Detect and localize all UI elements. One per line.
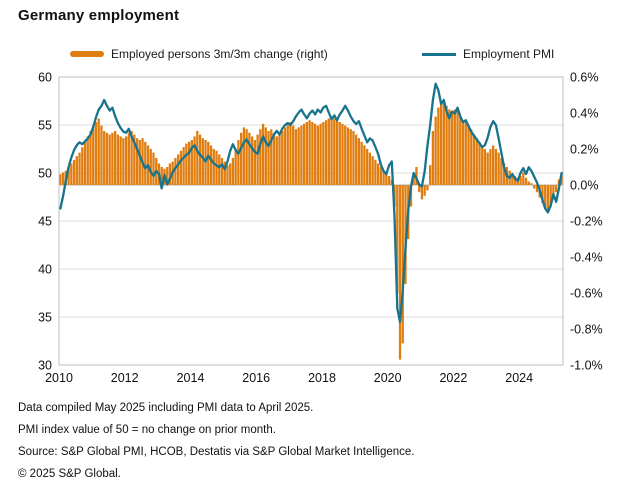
svg-text:50: 50 [38, 167, 52, 181]
svg-text:-0.4%: -0.4% [570, 251, 603, 265]
svg-text:40: 40 [38, 263, 52, 277]
gridlines [59, 124, 563, 318]
legend-label-employment-pmi: Employment PMI [463, 47, 555, 61]
svg-text:2022: 2022 [439, 371, 467, 385]
svg-text:-0.8%: -0.8% [570, 323, 603, 337]
svg-text:-0.6%: -0.6% [570, 287, 603, 301]
svg-text:2024: 2024 [505, 371, 533, 385]
svg-text:2018: 2018 [308, 371, 336, 385]
svg-text:-1.0%: -1.0% [570, 359, 603, 373]
svg-text:0.0%: 0.0% [570, 179, 599, 193]
footnote-copyright: © 2025 S&P Global. [18, 468, 121, 480]
svg-text:55: 55 [38, 119, 52, 133]
line-series-swatch-icon [422, 52, 456, 56]
footnote-pmi-definition: PMI index value of 50 = no change on pri… [18, 424, 276, 436]
svg-text:2010: 2010 [45, 371, 73, 385]
svg-text:30: 30 [38, 359, 52, 373]
svg-text:60: 60 [38, 71, 52, 85]
svg-text:2020: 2020 [374, 371, 402, 385]
svg-text:2012: 2012 [111, 371, 139, 385]
svg-text:35: 35 [38, 311, 52, 325]
legend-label-employed-persons: Employed persons 3m/3m change (right) [111, 47, 328, 61]
svg-text:45: 45 [38, 215, 52, 229]
footnote-source: Source: S&P Global PMI, HCOB, Destatis v… [18, 446, 415, 458]
svg-text:0.6%: 0.6% [570, 71, 599, 85]
svg-text:0.2%: 0.2% [570, 143, 599, 157]
footnote-data-compiled: Data compiled May 2025 including PMI dat… [18, 402, 314, 414]
svg-text:-0.2%: -0.2% [570, 215, 603, 229]
svg-text:0.4%: 0.4% [570, 107, 599, 121]
right-axis-tick-labels: 0.6% 0.4% 0.2% 0.0% -0.2% -0.4% -0.6% -0.8% -1.0… [570, 71, 603, 373]
left-axis-tick-labels: 60 55 50 45 40 35 30 [38, 71, 52, 373]
svg-text:2014: 2014 [177, 371, 205, 385]
plot-border [58, 76, 564, 366]
legend-item-employed-persons: Employed persons 3m/3m change (right) [70, 47, 328, 61]
legend-item-employment-pmi: Employment PMI [422, 47, 554, 61]
chart-title: Germany employment [18, 7, 180, 24]
bar-series-swatch-icon [70, 51, 104, 57]
svg-text:2016: 2016 [242, 371, 270, 385]
employment-pmi-line [59, 82, 563, 323]
chart-footnotes: Data compiled May 2025 including PMI dat… [18, 397, 415, 485]
x-axis-year-labels: 2010 2012 2014 2016 2018 2020 2022 2024 [45, 371, 533, 385]
